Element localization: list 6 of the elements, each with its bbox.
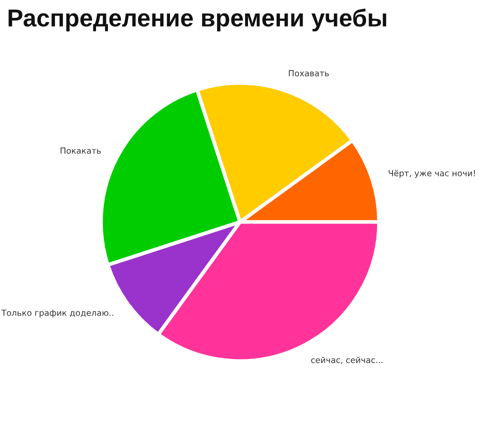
slice-label: сейчас, сейчас... xyxy=(311,356,382,364)
chart-title: Распределение времени учебы xyxy=(8,8,386,32)
slice-label: Покакать xyxy=(60,148,101,154)
slice-label: Только график доделаю.. xyxy=(1,310,114,318)
slice-label: Чёрт, уже час ночи! xyxy=(388,170,475,178)
slice-label: Похавать xyxy=(288,70,329,76)
